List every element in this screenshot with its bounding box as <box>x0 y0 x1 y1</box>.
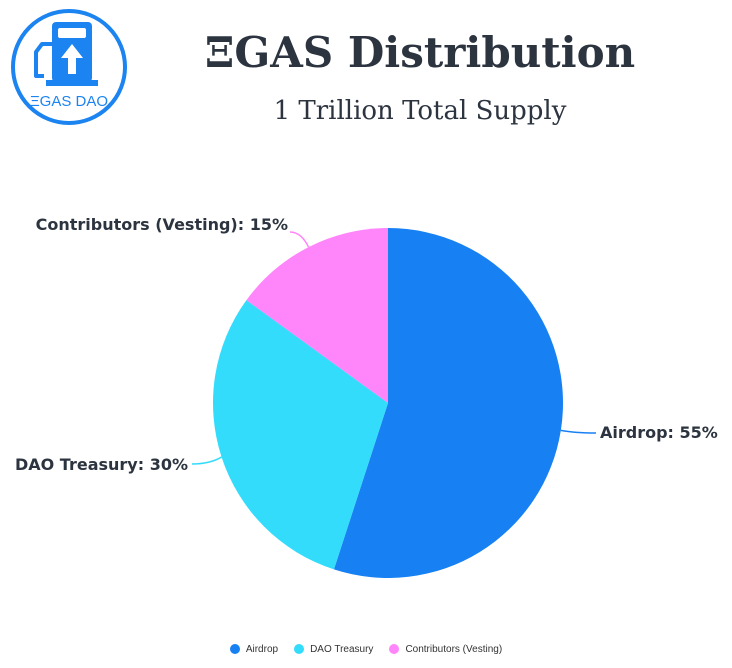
slice-data-label: Contributors (Vesting): 15% <box>36 215 288 234</box>
legend-item[interactable]: Airdrop <box>229 643 279 655</box>
page-title: ΞGAS Distribution <box>204 28 636 77</box>
chart-legend: Airdrop DAO Treasury Contributors (Vesting… <box>0 638 732 660</box>
pie-slice-dao-treasury <box>212 300 388 570</box>
egas-dao-logo: ΞGAS DAO <box>11 9 127 125</box>
legend-item[interactable]: DAO Treasury <box>294 644 373 655</box>
legend-item[interactable]: Contributors (Vesting) <box>389 644 502 655</box>
leader-line <box>191 456 222 465</box>
leader-line <box>289 231 310 248</box>
pie-chart: Airdrop: 55% DAO Treasury: 30% Contributor… <box>15 215 718 578</box>
logo-text: ΞGAS DAO <box>30 93 108 110</box>
legend-swatch <box>294 644 305 654</box>
legend-swatch <box>389 644 400 654</box>
slice-data-label: Airdrop: 55% <box>600 423 718 442</box>
pie-slice-airdrop <box>333 228 563 578</box>
legend-label: DAO Treasury <box>310 643 374 655</box>
slice-data-label: DAO Treasury: 30% <box>15 455 188 474</box>
pie-slice-contributors-vesting <box>246 228 388 403</box>
legend-label: Airdrop <box>245 643 279 655</box>
legend-swatch <box>229 644 240 654</box>
legend-label: Contributors (Vesting) <box>405 643 503 655</box>
page-subtitle: 1 Trillion Total Supply <box>273 96 567 126</box>
leader-line <box>560 429 597 434</box>
